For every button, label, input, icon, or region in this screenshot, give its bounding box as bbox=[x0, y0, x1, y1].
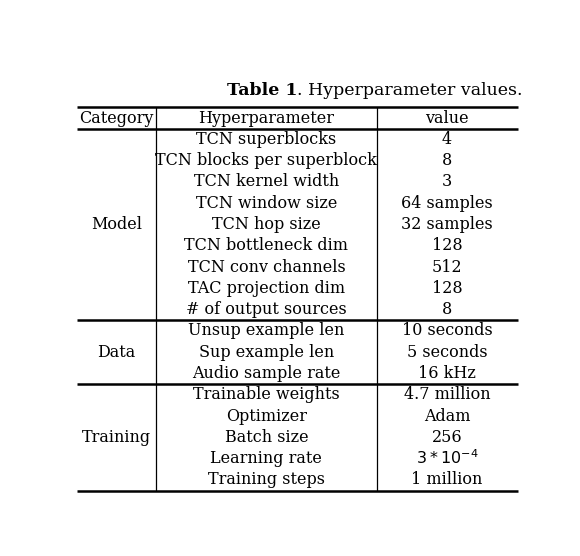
Text: Table 1: Table 1 bbox=[227, 82, 297, 99]
Text: 1 million: 1 million bbox=[411, 471, 483, 488]
Text: Learning rate: Learning rate bbox=[211, 450, 322, 467]
Text: Category: Category bbox=[79, 110, 154, 127]
Text: Training: Training bbox=[82, 429, 151, 446]
Text: 16 kHz: 16 kHz bbox=[418, 365, 476, 382]
Text: Audio sample rate: Audio sample rate bbox=[192, 365, 340, 382]
Text: Data: Data bbox=[97, 344, 136, 361]
Text: 512: 512 bbox=[432, 259, 462, 276]
Text: Optimizer: Optimizer bbox=[226, 408, 307, 425]
Text: Hyperparameter: Hyperparameter bbox=[198, 110, 335, 127]
Text: TCN blocks per superblock: TCN blocks per superblock bbox=[155, 152, 378, 169]
Text: TCN superblocks: TCN superblocks bbox=[196, 131, 336, 148]
Text: 64 samples: 64 samples bbox=[401, 195, 493, 212]
Text: 128: 128 bbox=[432, 237, 462, 254]
Text: $3 * 10^{-4}$: $3 * 10^{-4}$ bbox=[416, 449, 478, 468]
Text: Training steps: Training steps bbox=[208, 471, 325, 488]
Text: 4: 4 bbox=[442, 131, 452, 148]
Text: Model: Model bbox=[91, 216, 142, 233]
Text: . Hyperparameter values.: . Hyperparameter values. bbox=[297, 82, 523, 99]
Text: # of output sources: # of output sources bbox=[186, 301, 347, 318]
Text: Trainable weights: Trainable weights bbox=[193, 386, 340, 403]
Text: 4.7 million: 4.7 million bbox=[404, 386, 490, 403]
Text: Sup example len: Sup example len bbox=[199, 344, 334, 361]
Text: TCN kernel width: TCN kernel width bbox=[194, 173, 339, 190]
Text: 256: 256 bbox=[432, 429, 462, 446]
Text: TCN bottleneck dim: TCN bottleneck dim bbox=[184, 237, 349, 254]
Text: 128: 128 bbox=[432, 280, 462, 297]
Text: 8: 8 bbox=[442, 301, 452, 318]
Text: 32 samples: 32 samples bbox=[401, 216, 493, 233]
Text: Batch size: Batch size bbox=[224, 429, 308, 446]
Text: TCN conv channels: TCN conv channels bbox=[187, 259, 345, 276]
Text: 3: 3 bbox=[442, 173, 452, 190]
Text: Unsup example len: Unsup example len bbox=[188, 322, 345, 339]
Text: 10 seconds: 10 seconds bbox=[401, 322, 492, 339]
Text: TCN hop size: TCN hop size bbox=[212, 216, 321, 233]
Text: TAC projection dim: TAC projection dim bbox=[188, 280, 345, 297]
Text: value: value bbox=[425, 110, 469, 127]
Text: Adam: Adam bbox=[424, 408, 470, 425]
Text: 8: 8 bbox=[442, 152, 452, 169]
Text: 5 seconds: 5 seconds bbox=[407, 344, 487, 361]
Text: TCN window size: TCN window size bbox=[195, 195, 337, 212]
